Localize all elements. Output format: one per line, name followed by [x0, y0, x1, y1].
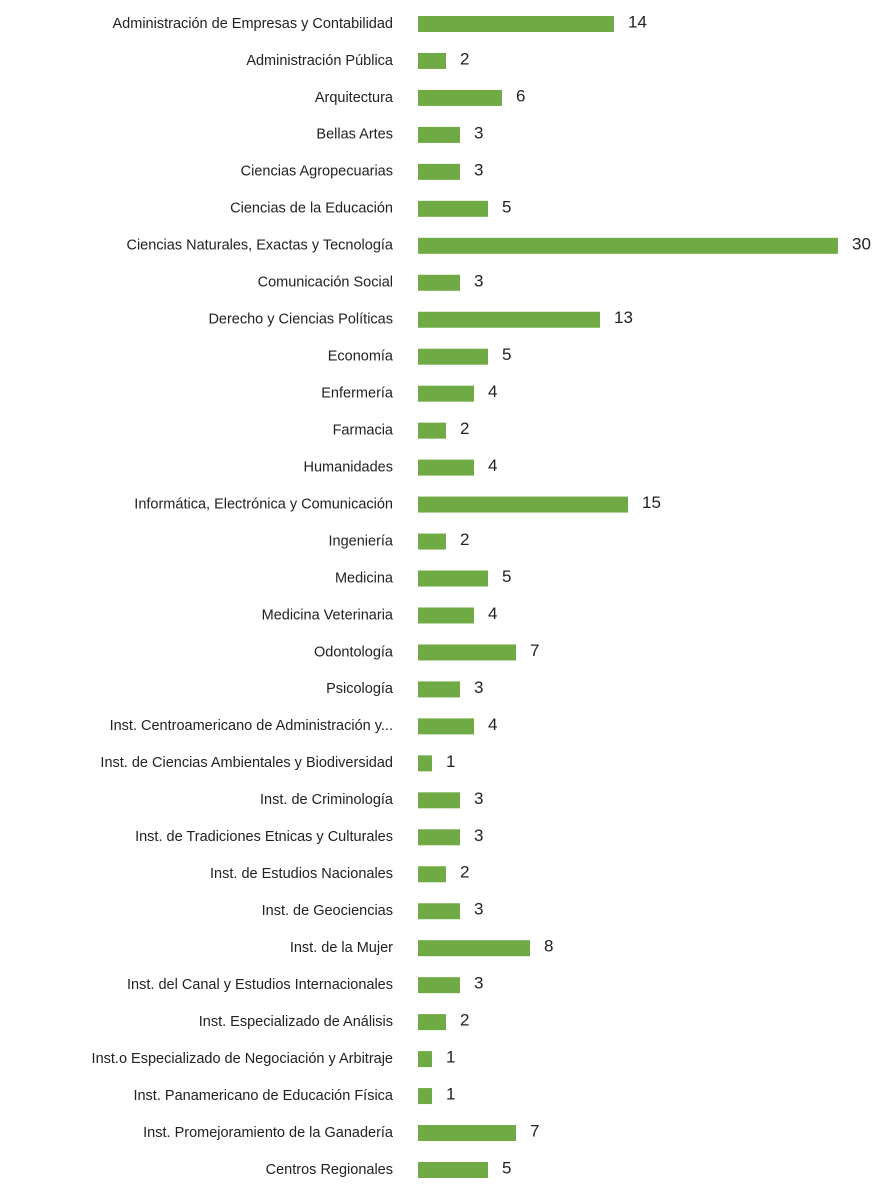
category-label: Medicina Veterinaria: [262, 607, 394, 623]
value-label: 2: [460, 1011, 469, 1030]
value-label: 4: [488, 604, 497, 623]
bar: [418, 718, 474, 735]
value-label: 4: [488, 715, 497, 734]
category-label: Inst. de la Mujer: [290, 940, 393, 956]
value-label: 15: [642, 493, 661, 512]
value-label: 1: [446, 752, 455, 771]
value-label: 5: [502, 567, 511, 586]
value-label: 13: [614, 308, 633, 327]
category-label: Inst. de Tradiciones Etnicas y Culturale…: [135, 829, 393, 845]
category-label: Informática, Electrónica y Comunicación: [134, 496, 393, 512]
bar: [418, 1051, 432, 1068]
bar: [418, 755, 432, 772]
bar: [418, 533, 446, 550]
value-label: 1: [446, 1048, 455, 1067]
bar: [418, 644, 516, 661]
category-label: Ciencias Naturales, Exactas y Tecnología: [126, 238, 393, 254]
bar: [418, 459, 474, 476]
bar: [418, 52, 446, 69]
category-label: Inst. Panamericano de Educación Física: [133, 1088, 393, 1104]
bar: [418, 311, 600, 328]
value-label: 6: [516, 86, 525, 105]
value-label: 4: [488, 382, 497, 401]
category-label: Inst. del Canal y Estudios Internacional…: [127, 977, 393, 993]
category-label: Inst. Centroamericano de Administración …: [110, 718, 393, 734]
bar: [418, 274, 460, 291]
bar: [418, 422, 446, 439]
value-label: 3: [474, 900, 483, 919]
bar: [418, 496, 628, 513]
bar: [418, 792, 460, 809]
value-label: 3: [474, 123, 483, 142]
category-label: Inst. de Geociencias: [262, 903, 393, 919]
category-label: Derecho y Ciencias Políticas: [208, 312, 393, 328]
bar: [418, 89, 502, 106]
bar: [418, 1014, 446, 1031]
value-label: 8: [544, 937, 553, 956]
value-label: 4: [488, 456, 497, 475]
bar: [418, 200, 488, 217]
bar: [418, 1162, 488, 1178]
category-label: Comunicación Social: [258, 275, 393, 291]
bar: [418, 1125, 516, 1142]
value-label: 5: [502, 345, 511, 364]
value-label: 2: [460, 419, 469, 438]
category-label: Inst. de Criminología: [260, 792, 394, 808]
value-label: 3: [474, 789, 483, 808]
category-label: Administración Pública: [246, 53, 394, 69]
value-label: 30: [852, 234, 871, 253]
bar: [418, 570, 488, 587]
bar: [418, 940, 530, 957]
bar: [418, 1088, 432, 1105]
bar: [418, 163, 460, 180]
category-label: Economía: [328, 349, 394, 365]
category-label: Ciencias Agropecuarias: [241, 164, 393, 180]
category-label: Inst. Especializado de Análisis: [199, 1014, 393, 1030]
value-label: 1: [446, 1085, 455, 1104]
value-label: 3: [474, 974, 483, 993]
bar: [418, 866, 446, 883]
value-label: 3: [474, 160, 483, 179]
category-label: Arquitectura: [315, 90, 394, 106]
category-label: Ciencias de la Educación: [230, 201, 393, 217]
category-label: Farmacia: [333, 422, 394, 438]
bar: [418, 829, 460, 846]
category-label: Enfermería: [321, 386, 394, 402]
value-label: 5: [502, 197, 511, 216]
category-label: Inst. Promejoramiento de la Ganadería: [143, 1125, 394, 1141]
value-label: 5: [502, 1158, 511, 1177]
bar: [418, 903, 460, 920]
category-label: Administración de Empresas y Contabilida…: [113, 16, 393, 32]
category-label: Odontología: [314, 644, 394, 660]
value-label: 2: [460, 863, 469, 882]
value-label: 7: [530, 1122, 539, 1141]
value-label: 2: [460, 530, 469, 549]
bar: [418, 348, 488, 365]
value-label: 3: [474, 271, 483, 290]
value-label: 3: [474, 826, 483, 845]
category-label: Inst. de Estudios Nacionales: [210, 866, 393, 882]
bar: [418, 237, 838, 254]
category-label: Inst.o Especializado de Negociación y Ar…: [92, 1051, 393, 1067]
bar: [418, 385, 474, 402]
value-label: 14: [628, 12, 647, 31]
value-label: 3: [474, 678, 483, 697]
bar: [418, 607, 474, 624]
value-label: 2: [460, 49, 469, 68]
category-label: Bellas Artes: [316, 127, 393, 143]
category-label: Ingeniería: [329, 533, 394, 549]
category-label: Centros Regionales: [266, 1162, 393, 1178]
bar: [418, 681, 460, 698]
bar: [418, 16, 614, 32]
category-label: Inst. de Ciencias Ambientales y Biodiver…: [100, 755, 393, 771]
bar: [418, 126, 460, 143]
category-label: Psicología: [326, 681, 394, 697]
bar: [418, 977, 460, 994]
value-label: 7: [530, 641, 539, 660]
category-label: Medicina: [335, 570, 394, 586]
category-label: Humanidades: [304, 459, 393, 475]
